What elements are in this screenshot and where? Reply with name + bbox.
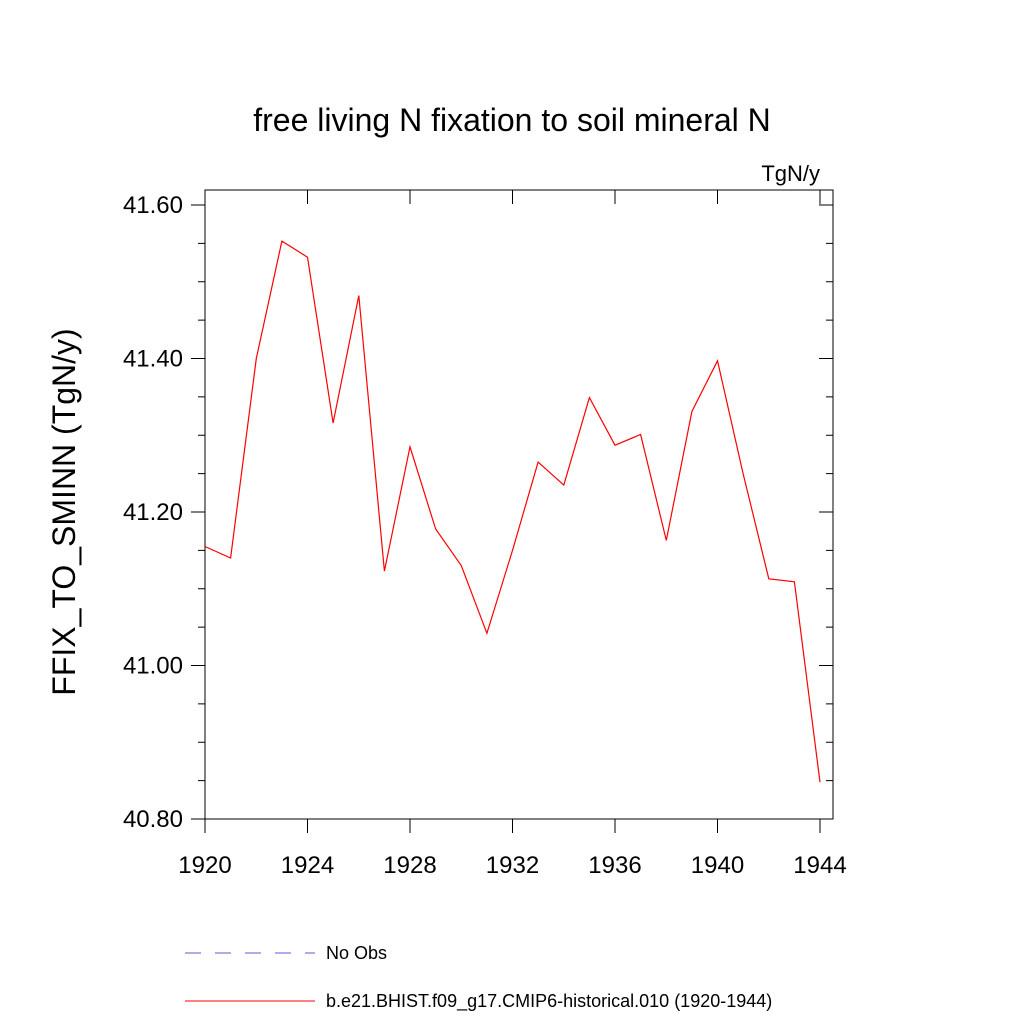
x-tick-label: 1928	[383, 852, 436, 879]
legend-label-model-run: b.e21.BHIST.f09_g17.CMIP6-historical.010…	[326, 991, 772, 1012]
chart-title: free living N fixation to soil mineral N	[253, 102, 771, 138]
x-tick-label: 1920	[178, 852, 231, 879]
units-label: TgN/y	[761, 161, 820, 186]
x-tick-label: 1940	[691, 852, 744, 879]
legend-label-no-obs: No Obs	[326, 943, 387, 963]
y-tick-label: 41.60	[123, 192, 183, 219]
x-tick-label: 1932	[486, 852, 539, 879]
x-tick-label: 1936	[588, 852, 641, 879]
y-tick-label: 41.40	[123, 346, 183, 373]
x-tick-label: 1924	[281, 852, 334, 879]
y-tick-label: 41.20	[123, 499, 183, 526]
y-tick-label: 40.80	[123, 806, 183, 833]
y-axis-label: FFIX_TO_SMINN (TgN/y)	[46, 328, 82, 695]
plot-area: 40.80 41.00 41.20 41.40 41.60 1920 1924 1928 193…	[123, 189, 847, 879]
y-tick-label: 41.00	[123, 653, 183, 680]
plot-frame	[204, 189, 834, 820]
legend: No Obs b.e21.BHIST.f09_g17.CMIP6-histori…	[185, 943, 772, 1012]
x-tick-label: 1944	[793, 852, 846, 879]
series-line-0	[204, 240, 821, 783]
